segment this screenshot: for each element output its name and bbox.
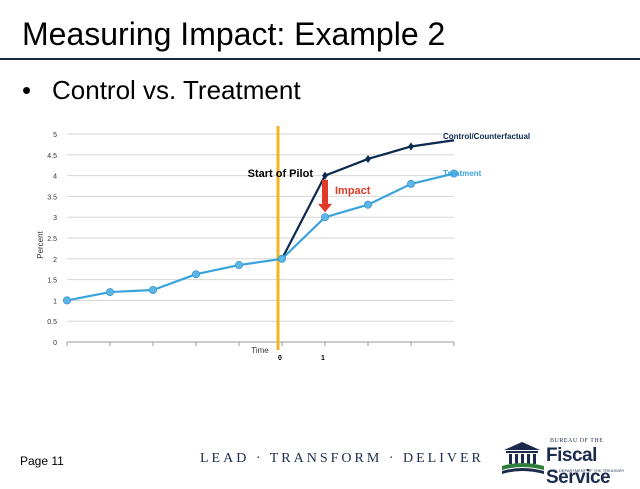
- logo-sub-text: U.S. DEPARTMENT OF THE TREASURY: [550, 468, 625, 473]
- treatment-point: [277, 254, 286, 263]
- treatment-point: [234, 261, 243, 270]
- y-tick-label: 4.5: [47, 153, 57, 160]
- treasury-building-icon: [502, 442, 544, 474]
- series-label-control: Control/Counterfactual: [443, 132, 530, 141]
- y-tick-label: 4: [53, 174, 57, 181]
- logo-top-text: BUREAU OF THE: [550, 438, 604, 444]
- treatment-point: [148, 285, 157, 294]
- control-point: [365, 154, 371, 163]
- slide-title: Measuring Impact: Example 2: [22, 16, 446, 52]
- bullet-marker: •: [22, 75, 32, 105]
- y-tick-label: 3.5: [47, 194, 57, 201]
- y-tick-label: 1: [53, 298, 57, 305]
- treatment-point: [191, 270, 200, 279]
- treatment-line: [66, 172, 455, 302]
- title-divider: [0, 58, 640, 60]
- x-tick-label: 1: [321, 355, 325, 362]
- control-point: [408, 142, 414, 151]
- chart-series: [63, 139, 458, 305]
- impact-arrow-shaft: [322, 179, 328, 204]
- treatment-point: [320, 213, 329, 222]
- chart-grid: [66, 133, 455, 346]
- y-tick-label: 1.5: [47, 278, 57, 285]
- footer-tagline: LEAD · TRANSFORM · DELIVER: [200, 451, 484, 466]
- bullet-item: • Control vs. Treatment: [22, 74, 301, 106]
- y-axis-label: Percent: [36, 230, 45, 258]
- series-label-treatment: Treatment: [443, 169, 482, 178]
- y-axis-ticks: 0 0.5 1 1.5 2 2.5 3 3.5 4 4.5 5: [47, 132, 57, 347]
- impact-arrow-head: [318, 203, 332, 213]
- pilot-label: Start of Pilot: [248, 168, 314, 180]
- treatment-point: [63, 296, 72, 305]
- logo-main-text: Fiscal Service: [546, 445, 611, 488]
- impact-label: Impact: [335, 185, 371, 197]
- treatment-point: [106, 288, 115, 297]
- y-tick-label: 0: [53, 340, 57, 347]
- page-number: Page 11: [20, 454, 64, 468]
- control-point: [322, 171, 328, 180]
- y-tick-label: 2: [53, 257, 57, 264]
- fiscal-service-logo: BUREAU OF THE Fiscal Service U.S. DEPART…: [500, 436, 632, 488]
- y-tick-label: 3: [53, 215, 57, 222]
- impact-arrow: [318, 179, 332, 213]
- y-tick-label: 2.5: [47, 236, 57, 243]
- x-axis-label: Time: [251, 346, 269, 355]
- treatment-point: [449, 169, 458, 178]
- x-tick-label: 0: [278, 355, 282, 362]
- y-tick-label: 0.5: [47, 319, 57, 326]
- y-tick-label: 5: [53, 132, 57, 139]
- treatment-point: [406, 179, 415, 188]
- treatment-point: [363, 200, 372, 209]
- bullet-text: Control vs. Treatment: [52, 75, 301, 105]
